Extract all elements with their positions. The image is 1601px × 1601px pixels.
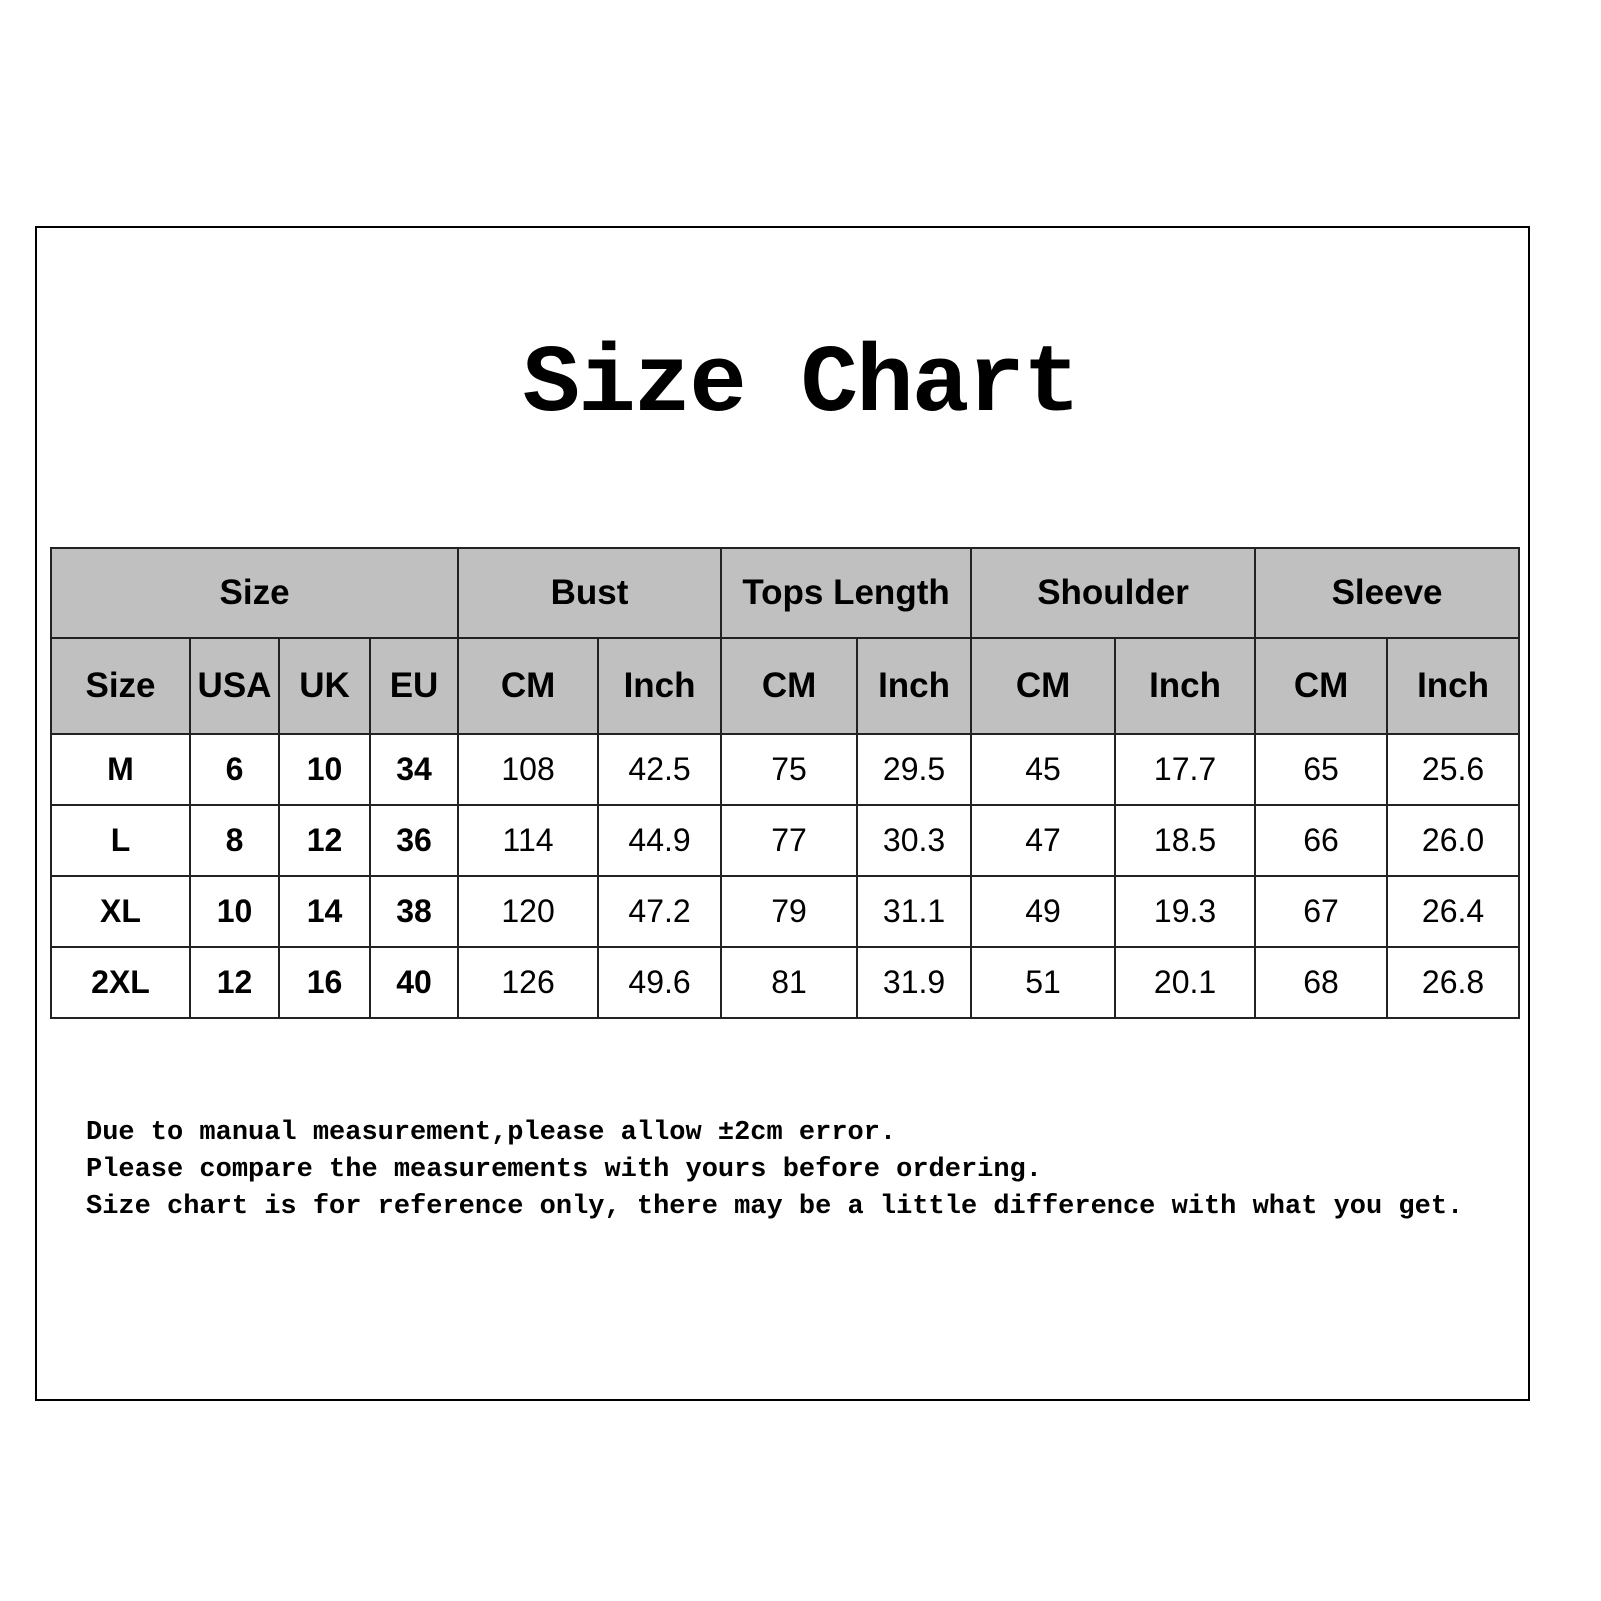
group-header: Bust: [457, 547, 723, 639]
size-table: Size Bust Tops Length Shoulder Sleeve Size US…: [49, 547, 1521, 1019]
table-cell: 44.9: [597, 804, 723, 877]
table-cell: 6: [189, 733, 280, 806]
table-cell: 16: [278, 946, 371, 1019]
column-header: EU: [368, 637, 460, 735]
table-cell: 26.4: [1386, 875, 1521, 948]
table-cell: 8: [189, 804, 280, 877]
sub-header-row: Size USA UK EU CM Inch CM Inch CM Inch CM Inch: [50, 637, 1521, 735]
table-cell: 10: [278, 733, 371, 806]
table-cell: 65: [1254, 733, 1389, 806]
group-header: Shoulder: [970, 547, 1257, 639]
column-header: UK: [278, 637, 371, 735]
table-cell: 108: [457, 733, 600, 806]
note-line: Please compare the measurements with you…: [86, 1155, 1042, 1185]
table-row: L 8 12 36 114 44.9 77 30.3 47 18.5 66 26.0: [50, 804, 1521, 877]
table-cell: 31.9: [856, 946, 973, 1019]
table-cell: 18.5: [1114, 804, 1257, 877]
table-cell: 120: [457, 875, 600, 948]
table-cell: 12: [189, 946, 280, 1019]
note-line: Due to manual measurement,please allow ±…: [86, 1118, 897, 1148]
table-cell: 20.1: [1114, 946, 1257, 1019]
group-header: Tops Length: [720, 547, 973, 639]
group-header-row: Size Bust Tops Length Shoulder Sleeve: [49, 547, 1521, 639]
table-cell: 10: [189, 875, 280, 948]
table-cell: 17.7: [1114, 733, 1257, 806]
table-cell: 68: [1254, 946, 1389, 1019]
table-cell: 26.8: [1386, 946, 1521, 1019]
table-cell: 34: [368, 733, 460, 806]
table-cell: 38: [368, 875, 460, 948]
column-header: Inch: [597, 637, 723, 735]
column-header: Inch: [1386, 637, 1521, 735]
column-header: CM: [970, 637, 1117, 735]
table-cell: 47: [970, 804, 1117, 877]
group-header: Size: [49, 547, 460, 639]
table-cell: 36: [368, 804, 460, 877]
table-cell: 14: [278, 875, 371, 948]
table-cell: M: [50, 733, 191, 806]
table-cell: 12: [278, 804, 371, 877]
page-title: Size Chart: [522, 330, 1080, 439]
table-cell: 77: [720, 804, 859, 877]
table-cell: 66: [1254, 804, 1389, 877]
table-cell: 2XL: [50, 946, 191, 1019]
chart-frame: [35, 226, 1530, 1401]
note-line: Size chart is for reference only, there …: [86, 1192, 1464, 1222]
table-cell: 29.5: [856, 733, 973, 806]
table-cell: L: [50, 804, 191, 877]
table-cell: 26.0: [1386, 804, 1521, 877]
table-cell: 114: [457, 804, 600, 877]
table-cell: 81: [720, 946, 859, 1019]
table-cell: 31.1: [856, 875, 973, 948]
column-header: CM: [720, 637, 859, 735]
table-cell: 51: [970, 946, 1117, 1019]
table-cell: 67: [1254, 875, 1389, 948]
column-header: Inch: [1114, 637, 1257, 735]
table-cell: 42.5: [597, 733, 723, 806]
table-row: 2XL 12 16 40 126 49.6 81 31.9 51 20.1 68 26.8: [50, 946, 1521, 1019]
table-cell: 47.2: [597, 875, 723, 948]
table-cell: 45: [970, 733, 1117, 806]
column-header: USA: [189, 637, 280, 735]
notes: Due to manual measurement,please allow ±…: [86, 1115, 1463, 1226]
table-cell: 49: [970, 875, 1117, 948]
column-header: CM: [457, 637, 600, 735]
table-cell: 40: [368, 946, 460, 1019]
column-header: CM: [1254, 637, 1389, 735]
group-header: Sleeve: [1254, 547, 1521, 639]
table-cell: 75: [720, 733, 859, 806]
table-cell: 126: [457, 946, 600, 1019]
table-cell: XL: [50, 875, 191, 948]
table-cell: 19.3: [1114, 875, 1257, 948]
column-header: Size: [50, 637, 191, 735]
table-cell: 25.6: [1386, 733, 1521, 806]
table-cell: 30.3: [856, 804, 973, 877]
table-cell: 49.6: [597, 946, 723, 1019]
column-header: Inch: [856, 637, 973, 735]
table-cell: 79: [720, 875, 859, 948]
table-row: M 6 10 34 108 42.5 75 29.5 45 17.7 65 25.6: [50, 733, 1521, 806]
table-row: XL 10 14 38 120 47.2 79 31.1 49 19.3 67 26.4: [50, 875, 1521, 948]
